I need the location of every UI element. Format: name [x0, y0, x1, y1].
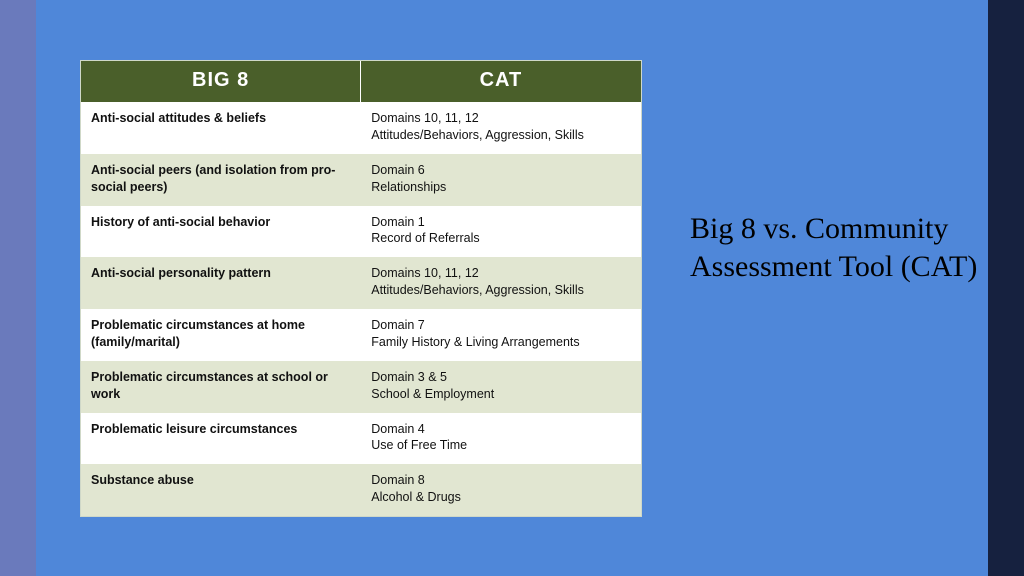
cell-big8: Substance abuse [81, 464, 361, 516]
cat-description: Family History & Living Arrangements [371, 334, 630, 351]
cell-cat: Domains 10, 11, 12Attitudes/Behaviors, A… [361, 257, 641, 309]
cell-cat: Domain 7Family History & Living Arrangem… [361, 309, 641, 361]
table-row: Problematic circumstances at school or w… [81, 361, 641, 413]
cat-domain: Domain 6 [371, 162, 630, 179]
cell-cat: Domain 4Use of Free Time [361, 413, 641, 465]
left-accent-strip [0, 0, 36, 576]
slide-title: Big 8 vs. Community Assessment Tool (CAT… [690, 210, 980, 285]
cell-big8: Problematic leisure circumstances [81, 413, 361, 465]
comparison-table-wrap: BIG 8 CAT Anti-social attitudes & belief… [80, 60, 642, 517]
comparison-table: BIG 8 CAT Anti-social attitudes & belief… [81, 61, 641, 516]
cat-domain: Domain 1 [371, 214, 630, 231]
table-header-big8: BIG 8 [81, 61, 361, 102]
cell-big8: History of anti-social behavior [81, 206, 361, 258]
table-row: Problematic leisure circumstancesDomain … [81, 413, 641, 465]
table-row: Anti-social attitudes & beliefsDomains 1… [81, 102, 641, 154]
cat-domain: Domain 4 [371, 421, 630, 438]
cat-description: School & Employment [371, 386, 630, 403]
cell-cat: Domains 10, 11, 12Attitudes/Behaviors, A… [361, 102, 641, 154]
cat-domain: Domains 10, 11, 12 [371, 265, 630, 282]
table-header-row: BIG 8 CAT [81, 61, 641, 102]
table-row: Substance abuseDomain 8Alcohol & Drugs [81, 464, 641, 516]
table-row: Anti-social personality patternDomains 1… [81, 257, 641, 309]
cell-big8: Anti-social peers (and isolation from pr… [81, 154, 361, 206]
cell-big8: Anti-social attitudes & beliefs [81, 102, 361, 154]
cat-description: Alcohol & Drugs [371, 489, 630, 506]
right-accent-strip [988, 0, 1024, 576]
cell-big8: Anti-social personality pattern [81, 257, 361, 309]
cell-cat: Domain 6Relationships [361, 154, 641, 206]
cat-description: Attitudes/Behaviors, Aggression, Skills [371, 127, 630, 144]
table-header-cat: CAT [361, 61, 641, 102]
table-row: Anti-social peers (and isolation from pr… [81, 154, 641, 206]
cell-cat: Domain 3 & 5School & Employment [361, 361, 641, 413]
cell-big8: Problematic circumstances at school or w… [81, 361, 361, 413]
cell-cat: Domain 8Alcohol & Drugs [361, 464, 641, 516]
cat-domain: Domain 7 [371, 317, 630, 334]
cat-domain: Domain 3 & 5 [371, 369, 630, 386]
slide: BIG 8 CAT Anti-social attitudes & belief… [0, 0, 1024, 576]
cat-description: Relationships [371, 179, 630, 196]
cat-description: Record of Referrals [371, 230, 630, 247]
cat-domain: Domains 10, 11, 12 [371, 110, 630, 127]
cell-cat: Domain 1Record of Referrals [361, 206, 641, 258]
table-row: Problematic circumstances at home (famil… [81, 309, 641, 361]
table-row: History of anti-social behaviorDomain 1R… [81, 206, 641, 258]
cell-big8: Problematic circumstances at home (famil… [81, 309, 361, 361]
cat-domain: Domain 8 [371, 472, 630, 489]
cat-description: Attitudes/Behaviors, Aggression, Skills [371, 282, 630, 299]
cat-description: Use of Free Time [371, 437, 630, 454]
